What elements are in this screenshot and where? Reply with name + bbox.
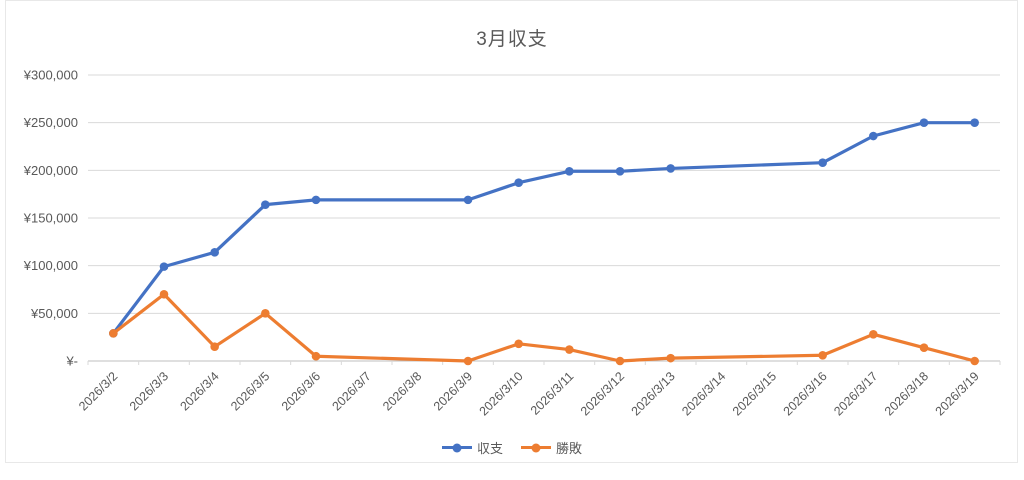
- data-point-balance: [818, 158, 827, 168]
- data-point-balance: [463, 195, 473, 205]
- data-point-winloss: [261, 309, 270, 318]
- data-point-winloss: [970, 356, 979, 366]
- x-axis-label: 2026/3/3: [127, 369, 171, 413]
- x-axis-label: 2026/3/15: [730, 369, 779, 418]
- data-point-balance: [869, 131, 878, 141]
- x-axis-label: 2026/3/5: [228, 369, 272, 413]
- y-axis-label: ¥150,000: [23, 211, 78, 226]
- x-axis-label: 2026/3/4: [177, 369, 221, 413]
- chart-legend: 収支 勝敗: [0, 438, 1024, 457]
- chart-title: 3月収支: [476, 29, 548, 50]
- data-point-balance: [615, 166, 625, 176]
- legend-marker-icon: [441, 443, 472, 452]
- x-axis-label: 2026/3/2: [76, 369, 120, 413]
- x-axis-label: 2026/3/14: [679, 369, 728, 418]
- data-point-winloss: [159, 289, 169, 299]
- x-axis-label: 2026/3/17: [831, 369, 880, 418]
- y-axis-label: ¥200,000: [23, 163, 78, 178]
- series-line-winloss: [111, 292, 977, 363]
- y-axis-label: ¥100,000: [23, 258, 78, 273]
- legend-label: 収支: [476, 441, 503, 456]
- data-point-winloss: [666, 353, 675, 363]
- data-point-winloss: [919, 343, 929, 352]
- x-axis-label: 2026/3/19: [933, 369, 982, 418]
- legend-dot-icon: [452, 443, 462, 452]
- legend-item-winloss: 勝敗: [521, 438, 582, 457]
- data-point-winloss: [210, 342, 219, 352]
- x-axis-label: 2026/3/6: [279, 369, 323, 413]
- data-point-balance: [261, 200, 270, 209]
- data-point-balance: [311, 195, 321, 205]
- x-axis-label: 2026/3/11: [528, 369, 577, 418]
- data-point-winloss: [565, 345, 574, 354]
- x-axis-label: 2026/3/18: [882, 369, 931, 418]
- x-axis-label: 2026/3/8: [380, 369, 424, 413]
- x-axis-label: 2026/3/7: [329, 369, 373, 413]
- data-point-winloss: [311, 351, 321, 361]
- x-axis-label: 2026/3/10: [477, 369, 526, 418]
- data-point-winloss: [109, 329, 118, 338]
- data-point-winloss: [818, 350, 827, 360]
- data-point-balance: [919, 118, 929, 127]
- series-line-balance: [111, 121, 977, 335]
- x-axis-label: 2026/3/12: [578, 369, 627, 418]
- data-point-balance: [210, 248, 219, 257]
- x-axis-label: 2026/3/16: [781, 369, 830, 418]
- legend-dot-icon: [531, 443, 541, 452]
- data-point-balance: [666, 164, 675, 173]
- y-axis-label: ¥250,000: [23, 115, 78, 130]
- data-point-winloss: [615, 356, 625, 366]
- data-point-balance: [565, 166, 574, 176]
- legend-marker-icon: [521, 443, 551, 452]
- y-axis-label: ¥-: [65, 354, 78, 369]
- legend-label: 勝敗: [556, 441, 583, 456]
- legend-item-balance: 収支: [441, 438, 503, 457]
- data-point-balance: [159, 262, 169, 271]
- x-axis-label: 2026/3/13: [629, 369, 678, 418]
- data-point-balance: [514, 178, 523, 188]
- y-axis-label: ¥50,000: [30, 306, 78, 321]
- data-point-winloss: [514, 339, 523, 349]
- y-axis-label: ¥300,000: [23, 68, 78, 83]
- data-point-winloss: [463, 356, 473, 366]
- data-point-winloss: [869, 330, 878, 339]
- chart-frame: [5, 0, 1018, 463]
- x-axis-label: 2026/3/9: [431, 369, 475, 413]
- data-point-balance: [970, 118, 979, 127]
